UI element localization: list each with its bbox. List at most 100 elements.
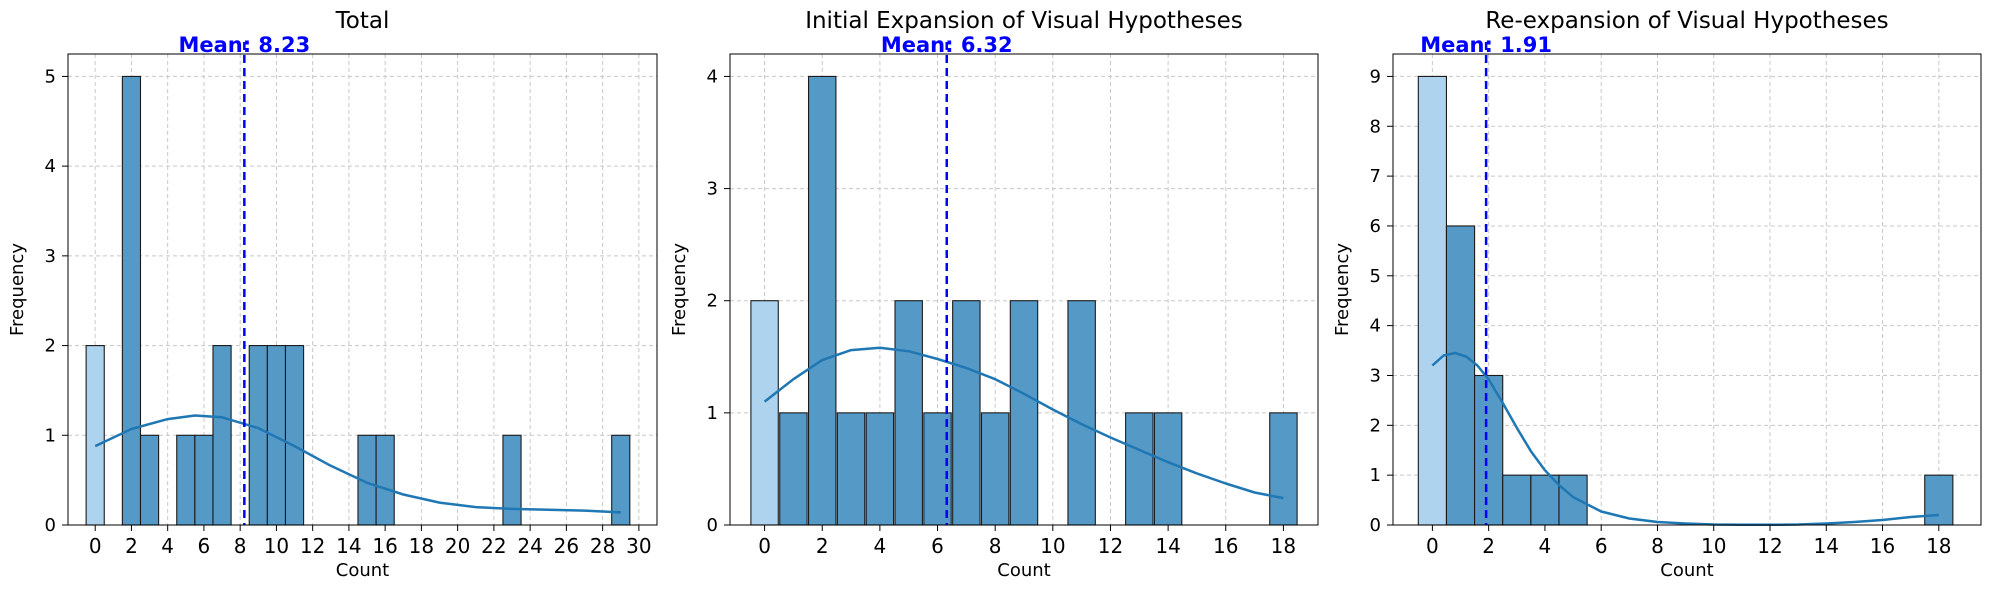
x-tick-label: 0 [89,534,102,558]
y-tick-label: 3 [1370,365,1381,386]
histogram-bar [923,412,952,526]
x-tick-label: 14 [336,534,361,558]
x-tick-label: 18 [409,534,434,558]
y-tick-label: 7 [1370,166,1381,187]
histogram-bar [1924,474,1954,526]
x-tick-label: 12 [1098,534,1123,558]
axes-frame [67,53,658,526]
x-tick-label: 0 [1426,534,1439,558]
x-tick-label: 16 [1213,534,1238,558]
y-axis-label: Frequency [1332,243,1353,336]
x-axis-label: Count [336,560,389,581]
x-tick-label: 4 [1539,534,1552,558]
y-tick-label: 0 [707,515,718,536]
mean-label: Mean: 1.91 [1420,33,1552,57]
axes-frame [1392,53,1982,526]
y-tick-label: 1 [707,403,718,424]
x-tick-label: 20 [445,534,470,558]
y-tick-label: 0 [45,515,56,536]
mean-label: Mean: 8.23 [178,33,310,57]
x-tick-label: 4 [161,534,174,558]
x-tick-label: 12 [1757,534,1782,558]
x-axis-label: Count [997,560,1050,581]
x-tick-label: 10 [264,534,289,558]
y-tick-label: 5 [1370,266,1381,287]
x-tick-label: 28 [590,534,615,558]
y-tick-label: 2 [45,336,56,357]
x-tick-label: 0 [758,534,771,558]
histogram-bar [139,434,160,526]
y-tick-label: 2 [1370,415,1381,436]
x-tick-label: 6 [1595,534,1608,558]
histogram-bar [865,412,895,526]
kde-curve [763,346,1284,500]
kde-curve [94,414,621,514]
histogram-bar [212,345,232,526]
x-tick-label: 14 [1814,534,1839,558]
x-tick-label: 10 [1040,534,1065,558]
y-tick-label: 1 [45,425,56,446]
chart-title: Re-expansion of Visual Hypotheses [1485,8,1888,34]
y-tick-label: 4 [707,66,718,87]
histogram-bar [1153,412,1183,526]
y-tick-label: 4 [45,156,56,177]
x-tick-label: 6 [198,534,211,558]
y-tick-label: 8 [1370,116,1381,137]
x-tick-label: 26 [554,534,579,558]
histogram-bar [980,412,1010,526]
histogram-bar [807,75,837,526]
kde-curve [1431,351,1939,527]
histogram-bar [1417,75,1448,526]
mean-label: Mean: 6.32 [881,33,1013,57]
histogram-bar [1558,474,1588,526]
histogram-bar [1269,412,1298,526]
x-tick-label: 10 [1701,534,1726,558]
chart-title: Initial Expansion of Visual Hypotheses [805,8,1243,34]
y-tick-label: 4 [1370,316,1381,337]
x-tick-label: 24 [517,534,542,558]
histogram-bar [1530,474,1560,526]
x-tick-label: 2 [816,534,829,558]
histogram-bar [284,345,305,526]
histogram-bar [194,434,214,526]
histogram-bar [952,300,981,526]
x-tick-label: 8 [989,534,1002,558]
histogram-bar [176,434,196,526]
histogram-bar [85,345,105,526]
x-tick-label: 14 [1155,534,1180,558]
chart-title: Total [335,8,390,34]
x-axis-label: Count [1660,560,1713,581]
x-tick-label: 30 [626,534,651,558]
x-tick-label: 22 [481,534,506,558]
y-tick-label: 9 [1370,66,1381,87]
histogram-bar [894,300,923,526]
y-tick-label: 2 [707,291,718,312]
y-tick-label: 1 [1370,465,1381,486]
histogram-bar [502,434,522,526]
histogram-bar [779,412,808,526]
y-tick-label: 3 [707,179,718,200]
histogram-bar [1125,412,1154,526]
histogram-bar [121,75,142,526]
y-tick-label: 0 [1370,515,1381,536]
y-tick-label: 3 [45,246,56,267]
y-tick-label: 5 [45,66,56,87]
histogram-bar [1445,225,1476,526]
x-tick-label: 18 [1926,534,1951,558]
x-tick-label: 8 [234,534,247,558]
y-axis-label: Frequency [669,243,690,336]
x-tick-label: 18 [1271,534,1296,558]
panel-total: 0 2 4 6 8 10 12 14 16 18 20 22 24 26 28 30012345TotalMe… [7,8,658,581]
bars [85,75,631,526]
histogram-bar [1474,374,1504,526]
y-axis-label: Frequency [7,243,28,336]
histogram-bar [750,300,779,526]
bars [1417,75,1954,526]
histogram-bar [1009,300,1039,526]
x-tick-label: 8 [1651,534,1664,558]
axes-frame [729,53,1319,526]
